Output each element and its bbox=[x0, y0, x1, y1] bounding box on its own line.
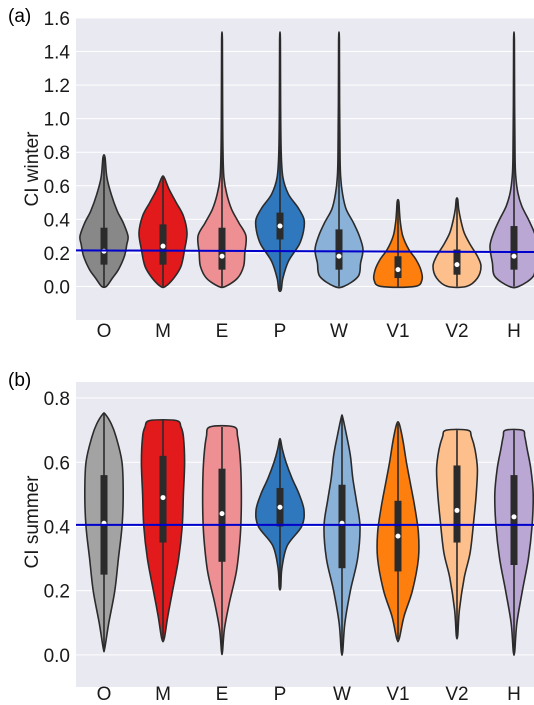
violin-median bbox=[336, 253, 342, 259]
y-tick-label: 0.6 bbox=[44, 177, 70, 198]
y-tick-label: 0.4 bbox=[44, 210, 71, 231]
x-tick-label: M bbox=[155, 684, 171, 705]
panel-a: 0.0 0.2 0.4 0.6 0.8 1.0 1.2 1.4 1.6 (a) CI winter O… bbox=[8, 6, 534, 342]
violin-V2 bbox=[435, 428, 479, 640]
violin-median bbox=[160, 243, 166, 249]
violin-iqr-box bbox=[453, 465, 461, 543]
panel-b: 0.0 0.2 0.4 0.6 0.8 (b) CI summer O M E P W V1 V2 H bbox=[8, 370, 534, 705]
violin-median bbox=[395, 533, 401, 539]
y-tick-label: 1.6 bbox=[44, 9, 70, 30]
x-tick-label: E bbox=[216, 321, 229, 342]
violin-H bbox=[493, 428, 534, 657]
y-tick-label: 1.2 bbox=[44, 76, 70, 97]
violin-iqr-box bbox=[453, 249, 461, 275]
violin-median bbox=[454, 262, 460, 268]
y-tick-label: 1.4 bbox=[44, 43, 71, 64]
y-tick-label: 0.0 bbox=[44, 277, 70, 298]
violin-median bbox=[511, 514, 517, 520]
violin-iqr-box bbox=[510, 475, 518, 565]
violin-M bbox=[140, 418, 186, 643]
violin-P bbox=[254, 31, 306, 293]
x-tick-label: E bbox=[216, 684, 229, 705]
violin-E bbox=[196, 31, 248, 289]
x-tick-label: P bbox=[274, 321, 287, 342]
violin-iqr-box bbox=[335, 229, 343, 270]
y-tick-label: 0.8 bbox=[44, 389, 70, 410]
y-axis-label: CI summer bbox=[22, 475, 43, 569]
violin-H bbox=[489, 31, 534, 289]
violin-O bbox=[79, 153, 129, 289]
violin-median bbox=[219, 253, 225, 259]
y-axis-label: CI winter bbox=[22, 131, 43, 207]
violin-iqr-box bbox=[100, 227, 108, 265]
violin-iqr-box bbox=[394, 256, 402, 279]
violin-median bbox=[277, 223, 283, 229]
violin-median bbox=[395, 267, 401, 273]
violin-M bbox=[138, 175, 188, 289]
violin-body bbox=[489, 31, 534, 289]
y-tick-label: 0.8 bbox=[44, 143, 70, 164]
y-tick-label: 0.2 bbox=[44, 582, 70, 603]
violin-iqr-box bbox=[338, 484, 346, 569]
x-tick-label: V2 bbox=[445, 684, 468, 705]
y-tick-label: 0.0 bbox=[44, 646, 70, 667]
violin-V1 bbox=[376, 420, 420, 643]
violin-median bbox=[511, 253, 517, 259]
violin-V2 bbox=[432, 197, 482, 289]
x-tick-label: O bbox=[97, 684, 112, 705]
x-tick-label: W bbox=[333, 684, 351, 705]
x-tick-label: H bbox=[507, 684, 521, 705]
x-tick-label: M bbox=[155, 321, 171, 342]
y-tick-label: 1.0 bbox=[44, 110, 70, 131]
panel-label: (b) bbox=[8, 370, 31, 391]
x-tick-label: V1 bbox=[386, 684, 409, 705]
y-tick-label: 0.2 bbox=[44, 244, 70, 265]
y-tick-label: 0.6 bbox=[44, 453, 70, 474]
violin-E bbox=[201, 424, 243, 656]
x-tick-label: H bbox=[507, 321, 521, 342]
violin-W bbox=[323, 414, 361, 657]
x-tick-label: P bbox=[274, 684, 287, 705]
x-tick-label: O bbox=[97, 321, 112, 342]
violin-iqr-box bbox=[218, 227, 226, 270]
violin-median bbox=[454, 507, 460, 513]
violin-median bbox=[277, 504, 283, 510]
x-tick-label: V2 bbox=[445, 321, 468, 342]
violin-median bbox=[160, 495, 166, 501]
reference-line bbox=[75, 249, 534, 254]
y-tick-label: 0.4 bbox=[44, 517, 71, 538]
violin-P bbox=[255, 437, 305, 591]
violin-median bbox=[219, 511, 225, 517]
x-tick-label: W bbox=[330, 321, 348, 342]
x-tick-label: V1 bbox=[386, 321, 409, 342]
violin-V1 bbox=[372, 198, 424, 289]
violin-iqr-box bbox=[510, 226, 518, 270]
violin-W bbox=[314, 31, 364, 289]
panel-label: (a) bbox=[8, 6, 31, 27]
